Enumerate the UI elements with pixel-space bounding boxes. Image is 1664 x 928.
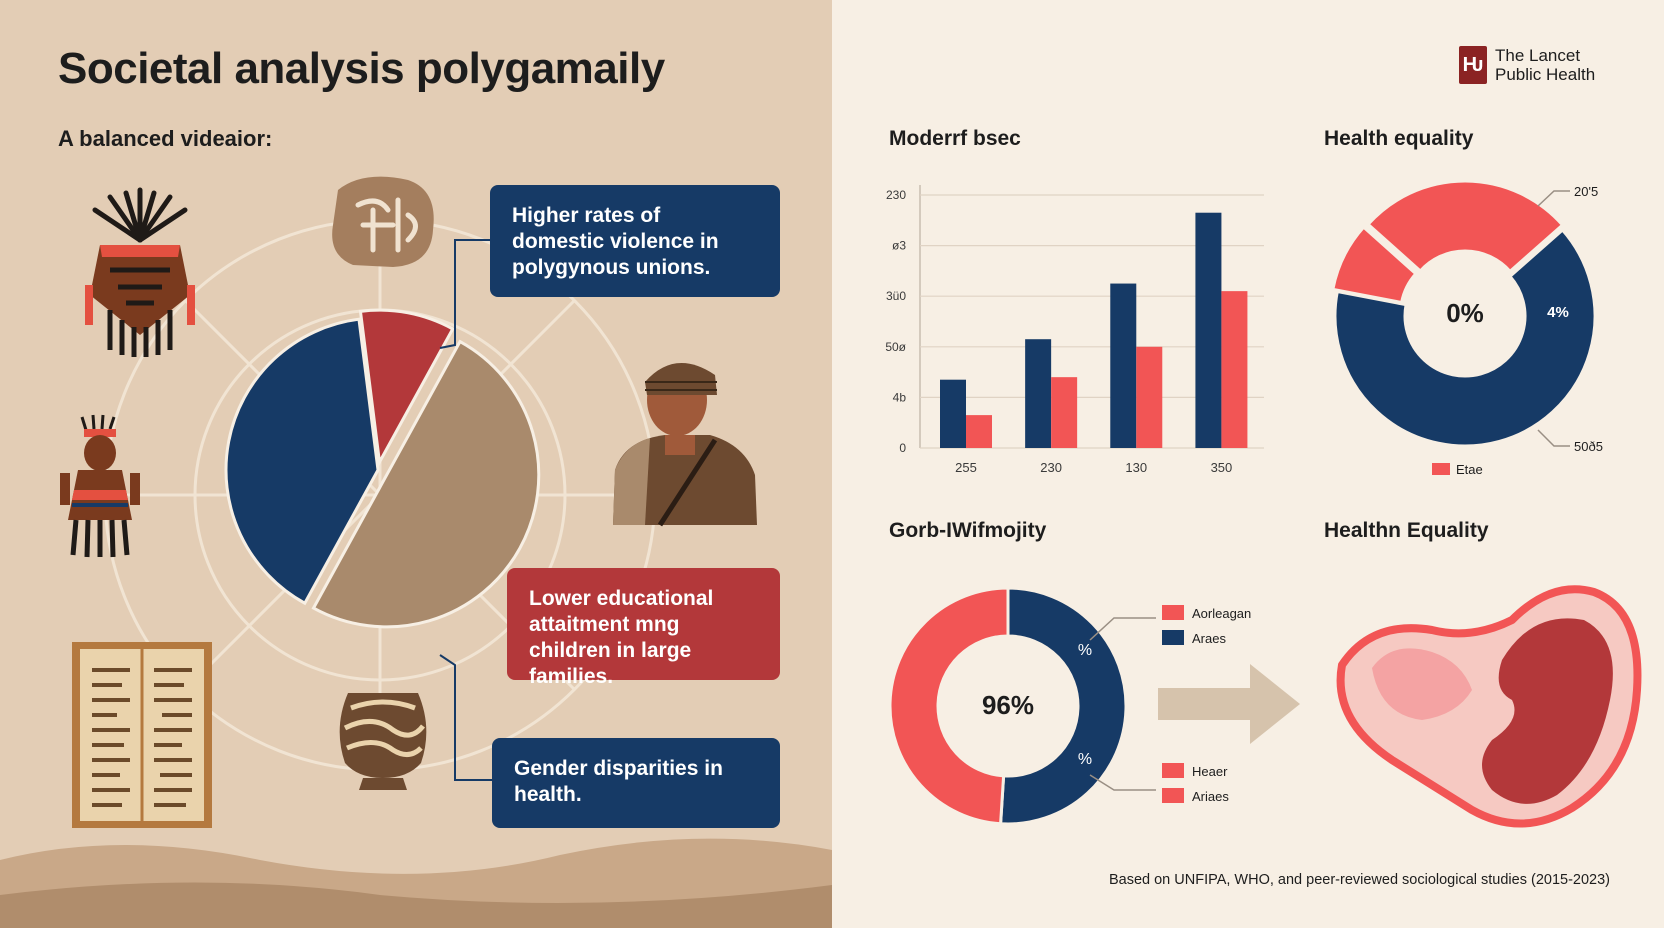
bar-130-series-2 [1136,346,1163,448]
legend-swatch-4 [1162,788,1184,803]
callout-gender-health: Gender disparities in health. [492,738,780,828]
donut-top-slice-1 [1333,227,1597,448]
heart-organ-icon [1336,585,1642,828]
donut-chart-top [1331,179,1597,448]
bar-y-tick-label: 0 [899,441,906,455]
legend-swatch-1 [1162,605,1184,620]
main-pie-slice-1 [224,317,380,606]
donut-top-slice-label: 4% [1547,304,1569,321]
main-pie-chart [224,308,541,629]
donut-bottom-title: Gorb-IWifmojity [889,519,1047,542]
bar-y-tick-label: 50ø [885,340,906,354]
donut-bottom-callouts [1089,617,1156,791]
lancet-logo-text: The Lancet Public Health [1495,46,1595,84]
right-panel: Ƕ The Lancet Public Health Moderrf bsec … [832,0,1664,928]
main-pie-slice-3 [311,339,541,629]
logo-line-1: The Lancet [1495,46,1581,65]
legend-label-4: Ariaes [1192,789,1229,804]
bar-130-series-1 [1110,283,1137,448]
donut-top-callout-1: 20'5 [1574,184,1598,199]
bar-230-series-1 [1025,339,1052,448]
bar-y-tick-label: 4b [893,390,907,404]
callout-education: Lower educational attaitment mng childre… [507,568,780,688]
tribal-mask-icon [85,187,195,357]
donut-top-legend-label: Etae [1456,462,1483,477]
donut-bottom-slice-label-2: % [1078,751,1092,768]
connector-lines [439,239,492,781]
heart-panel-title: Healthn Equality [1324,519,1489,542]
legend-label-2: Araes [1192,631,1226,646]
callout-domestic-violence: Higher rates of domestic violence in pol… [490,185,780,297]
bar-y-tick-label: ø3 [892,239,906,253]
donut-top-legend-swatch [1432,463,1450,475]
lancet-logo: Ƕ The Lancet Public Health [1459,46,1595,84]
bar-255-series-2 [966,415,992,448]
page-subtitle: A balanced videaior: [58,126,273,151]
bar-x-tick-label: 230 [1040,460,1062,475]
donut-bottom-slice-2 [888,586,1010,826]
bar-255-series-1 [940,379,966,448]
bar-x-tick-label: 350 [1211,460,1233,475]
page-title: Societal analysis polygamaily [58,44,665,93]
bar-chart: 0 4b 50ø 3ü0 ø3 230 255 230 130 350 [885,185,1264,475]
legend-swatch-2 [1162,630,1184,645]
donut-bottom-slice-label-1: % [1078,642,1092,659]
donut-bottom-slice-1 [998,586,1128,826]
donut-top-title: Health equality [1324,127,1474,150]
donut-top-center-label: 0% [1446,298,1484,328]
bar-chart-title: Moderrf bsec [889,127,1021,150]
logo-line-2: Public Health [1495,65,1596,84]
left-panel: Societal analysis polygamaily A balanced… [0,0,832,928]
donut-top-callouts [1537,190,1570,447]
donut-bottom-center-label: 96% [982,690,1034,720]
bar-y-tick-label: 230 [886,188,906,202]
bar-350-series-1 [1195,212,1222,448]
main-pie-slice-2 [358,308,455,467]
carved-seal-icon [332,176,434,267]
scroll-book-icon [72,642,212,828]
ceramic-pot-icon [339,693,427,790]
source-footer: Based on UNFIPA, WHO, and peer-reviewed … [1108,872,1610,888]
bar-x-tick-label: 130 [1125,460,1147,475]
donut-top-callout-2: 50ð5 [1574,439,1603,454]
figurine-icon [60,414,140,558]
donut-chart-bottom [888,586,1128,826]
donut-bottom-legend: Aorleagan Araes Heaer Ariaes [1162,605,1251,804]
left-illustration [0,176,832,928]
man-portrait-icon [613,363,757,527]
bar-y-tick-label: 3ü0 [886,289,906,303]
donut-top-slice-3 [1366,179,1565,274]
donut-top-slice-2 [1331,224,1418,305]
legend-label-3: Heaer [1192,764,1228,779]
sand-dune-front [0,882,832,928]
lancet-logo-mark: Ƕ [1459,46,1487,84]
bar-230-series-2 [1051,377,1078,448]
arrow-right-icon [1158,664,1300,744]
legend-swatch-3 [1162,763,1184,778]
bar-x-tick-label: 255 [955,460,977,475]
legend-label-1: Aorleagan [1192,606,1251,621]
bar-350-series-2 [1221,291,1248,448]
